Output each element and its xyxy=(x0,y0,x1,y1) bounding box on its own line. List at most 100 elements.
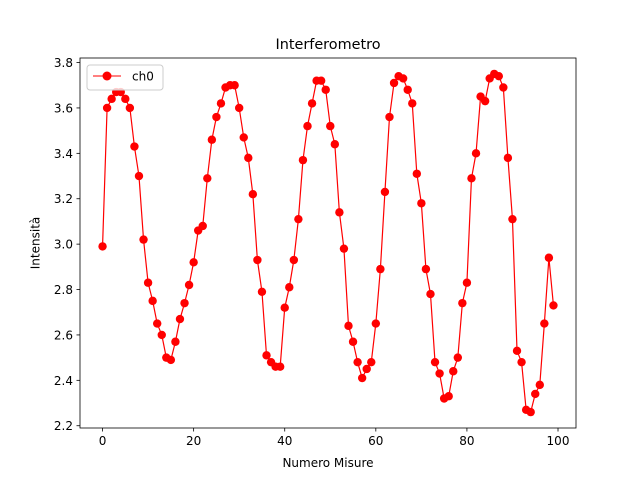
data-point xyxy=(535,380,544,390)
data-point xyxy=(321,85,330,94)
data-point xyxy=(294,214,303,224)
y-tick-label: 3.4 xyxy=(54,147,73,161)
data-point xyxy=(143,278,153,287)
data-point xyxy=(540,319,549,328)
data-point xyxy=(462,278,472,287)
data-point xyxy=(130,142,139,151)
x-tick-label: 40 xyxy=(277,434,292,448)
x-tick-label: 100 xyxy=(547,434,570,448)
data-point xyxy=(330,140,340,149)
data-point xyxy=(544,253,554,262)
data-point xyxy=(435,369,444,378)
legend-marker xyxy=(102,71,112,81)
data-point xyxy=(458,298,467,308)
data-point xyxy=(517,357,526,367)
data-point xyxy=(417,199,426,208)
x-tick-label: 20 xyxy=(186,434,201,448)
data-point xyxy=(285,283,294,292)
legend: ch0 xyxy=(86,64,164,91)
data-point xyxy=(316,76,326,85)
data-point xyxy=(357,373,367,383)
data-point xyxy=(121,94,130,104)
x-tick-label: 80 xyxy=(459,434,474,448)
data-point xyxy=(449,367,458,376)
chart-title: Interferometro xyxy=(275,37,380,53)
y-tick-label: 2.8 xyxy=(54,283,73,297)
data-point xyxy=(207,135,217,144)
data-point xyxy=(508,214,517,224)
plot-frame xyxy=(79,57,577,429)
legend-label: ch0 xyxy=(132,70,154,84)
data-point xyxy=(148,296,157,306)
data-point xyxy=(376,264,385,274)
data-point xyxy=(175,314,185,324)
data-point xyxy=(344,321,353,331)
x-axis-ticks: 0 20 40 60 80 100 xyxy=(99,428,570,448)
data-point xyxy=(408,99,417,108)
plot-series xyxy=(98,69,558,417)
data-point xyxy=(280,303,289,312)
data-point xyxy=(453,353,463,362)
data-point xyxy=(180,298,189,308)
data-point xyxy=(125,103,135,113)
data-point xyxy=(257,287,267,296)
data-point xyxy=(403,85,412,94)
x-tick-label: 60 xyxy=(368,434,383,448)
data-point xyxy=(371,319,381,328)
data-point xyxy=(526,407,535,417)
data-point xyxy=(212,112,221,122)
data-point xyxy=(139,235,148,244)
data-point xyxy=(444,392,453,401)
data-point xyxy=(262,351,271,360)
data-point xyxy=(275,362,285,371)
data-point xyxy=(398,74,408,83)
data-point xyxy=(134,171,144,181)
data-point xyxy=(98,242,107,251)
y-tick-label: 2.4 xyxy=(54,374,73,388)
y-axis-label: Intensità xyxy=(29,217,43,269)
y-tick-label: 3.6 xyxy=(54,101,73,115)
data-point xyxy=(303,121,312,131)
y-tick-label: 3.8 xyxy=(54,56,73,70)
y-axis-ticks: 2.2 2.4 2.6 2.8 3.0 3.2 3.4 3.6 3.8 xyxy=(54,56,80,433)
data-point xyxy=(326,121,335,131)
series-line-ch0 xyxy=(101,73,555,413)
data-point xyxy=(380,187,390,197)
y-tick-label: 3.0 xyxy=(54,238,73,252)
y-tick-label: 2.6 xyxy=(54,328,73,342)
data-point xyxy=(102,103,112,113)
x-axis-label: Numero Misure xyxy=(282,456,373,470)
data-point xyxy=(430,357,440,367)
data-point xyxy=(353,357,362,367)
data-point xyxy=(426,289,435,299)
data-point xyxy=(412,169,422,178)
data-point xyxy=(248,190,258,199)
data-point xyxy=(253,255,262,265)
data-point xyxy=(367,357,376,367)
data-point xyxy=(549,301,558,310)
data-point xyxy=(298,155,308,165)
data-point xyxy=(389,78,399,88)
data-point xyxy=(239,133,248,142)
data-point xyxy=(467,174,476,183)
y-tick-label: 2.2 xyxy=(54,419,73,433)
data-point xyxy=(307,99,317,108)
data-point xyxy=(339,244,349,253)
data-point xyxy=(107,94,116,104)
data-point xyxy=(244,153,253,163)
data-point xyxy=(512,346,522,356)
data-point xyxy=(385,112,394,122)
data-point xyxy=(362,364,371,374)
data-point xyxy=(471,149,481,158)
data-point xyxy=(348,337,358,346)
data-point xyxy=(171,337,180,346)
y-tick-label: 3.2 xyxy=(54,192,73,206)
data-point xyxy=(189,258,198,267)
x-tick-label: 0 xyxy=(99,434,107,448)
data-point xyxy=(289,255,299,265)
data-point xyxy=(480,96,490,106)
legend-box xyxy=(86,64,164,91)
data-point xyxy=(216,99,226,108)
data-point xyxy=(503,153,513,163)
